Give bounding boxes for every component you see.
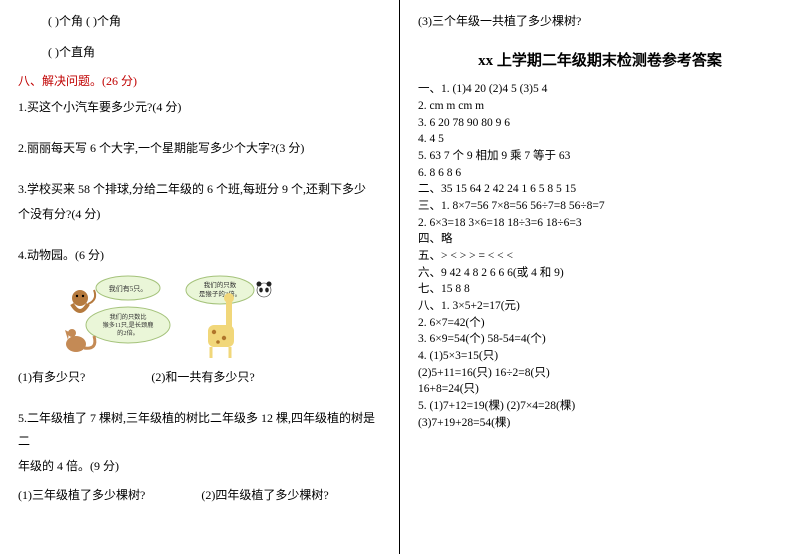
answer-line: 4. (1)5×3=15(只) (418, 348, 782, 365)
svg-text:是猴子的3倍。: 是猴子的3倍。 (199, 289, 241, 298)
answer-line: 4. 4 5 (418, 131, 782, 148)
answer-line: 三、1. 8×7=56 7×8=56 56÷7=8 56÷8=7 (418, 198, 782, 215)
answer-line: (2)5+11=16(只) 16÷2=8(只) (418, 365, 782, 382)
answer-line: 5. (1)7+12=19(棵) (2)7×4=28(棵) (418, 398, 782, 415)
zoo-illustration: 我们有5只。 我们的只数比 猴多11只,是长颈鹿 的2倍。 (58, 270, 278, 360)
answer-line: 八、1. 3×5+2=17(元) (418, 298, 782, 315)
answer-line: (3)7+19+28=54(棵) (418, 415, 782, 432)
q4-sub-1: (1)有多少只? (18, 370, 85, 384)
speech-bubble-kangaroo: 我们的只数比 猴多11只,是长颈鹿 的2倍。 (86, 307, 170, 343)
question-5-line-2: 年级的 4 倍。(9 分) (18, 455, 381, 478)
question-4: 4.动物园。(6 分) (18, 244, 381, 267)
question-3-line-1: 3.学校买来 58 个排球,分给二年级的 6 个班,每班分 9 个,还剩下多少 (18, 178, 381, 201)
svg-text:我们的只数: 我们的只数 (204, 280, 237, 289)
answer-key-body: 一、1. (1)4 20 (2)4 5 (3)5 4 2. cm m cm m … (418, 81, 782, 431)
answer-line: 五、> < > > = < < < (418, 248, 782, 265)
answer-key-title: xx 上学期二年级期末检测卷参考答案 (418, 47, 782, 76)
speech-bubble-monkey: 我们有5只。 (96, 276, 160, 300)
question-4-subs: (1)有多少只? (2)和一共有多少只? (18, 366, 381, 389)
answer-line: 16+8=24(只) (418, 381, 782, 398)
monkey-icon (72, 290, 95, 311)
question-3-line-2: 个没有分?(4 分) (18, 203, 381, 226)
question-5-subs: (1)三年级植了多少棵树? (2)四年级植了多少棵树? (18, 484, 381, 507)
answer-line: 5. 63 7 个 9 相加 9 乘 7 等于 63 (418, 148, 782, 165)
question-1: 1.买这个小汽车要多少元?(4 分) (18, 96, 381, 119)
answer-line: 一、1. (1)4 20 (2)4 5 (3)5 4 (418, 81, 782, 98)
answer-line: 七、15 8 8 (418, 281, 782, 298)
page-two-column: ( )个角 ( )个角 ( )个直角 八、解决问题。(26 分) 1.买这个小汽… (0, 0, 800, 554)
question-2: 2.丽丽每天写 6 个大字,一个星期能写多少个大字?(3 分) (18, 137, 381, 160)
answer-line: 3. 6×9=54(个) 58-54=4(个) (418, 331, 782, 348)
answer-line: 2. 6×3=18 3×6=18 18÷3=6 18÷6=3 (418, 215, 782, 232)
answer-line: 2. 6×7=42(个) (418, 315, 782, 332)
bubble-text-1: 我们有5只。 (109, 284, 148, 293)
question-5-line-1: 5.二年级植了 7 棵树,三年级植的树比二年级多 12 棵,四年级植的树是二 (18, 407, 381, 453)
q5-sub-2: (2)四年级植了多少棵树? (201, 488, 328, 502)
svg-text:猴多11只,是长颈鹿: 猴多11只,是长颈鹿 (103, 321, 154, 329)
svg-text:我们的只数比: 我们的只数比 (109, 313, 146, 321)
answer-line: 3. 6 20 78 90 80 9 6 (418, 115, 782, 132)
speech-bubble-giraffe: 我们的只数 是猴子的3倍。 (186, 276, 254, 304)
panda-icon (257, 282, 272, 298)
svg-text:的2倍。: 的2倍。 (117, 329, 139, 337)
right-column: (3)三个年级一共植了多少棵树? xx 上学期二年级期末检测卷参考答案 一、1.… (400, 0, 800, 554)
answer-line: 四、略 (418, 231, 782, 248)
section-8-heading: 八、解决问题。(26 分) (18, 70, 381, 93)
answer-line: 2. cm m cm m (418, 98, 782, 115)
answer-line: 6. 8 6 8 6 (418, 165, 782, 182)
left-column: ( )个角 ( )个角 ( )个直角 八、解决问题。(26 分) 1.买这个小汽… (0, 0, 400, 554)
angle-blanks-line-2: ( )个直角 (18, 41, 381, 64)
answer-line: 六、9 42 4 8 2 6 6 6(或 4 和 9) (418, 265, 782, 282)
q5-sub-1: (1)三年级植了多少棵树? (18, 488, 145, 502)
question-5-sub-3: (3)三个年级一共植了多少棵树? (418, 10, 782, 33)
answer-line: 二、35 15 64 2 42 24 1 6 5 8 5 15 (418, 181, 782, 198)
angle-blanks-line-1: ( )个角 ( )个角 (18, 10, 381, 33)
q4-sub-2: (2)和一共有多少只? (151, 370, 254, 384)
